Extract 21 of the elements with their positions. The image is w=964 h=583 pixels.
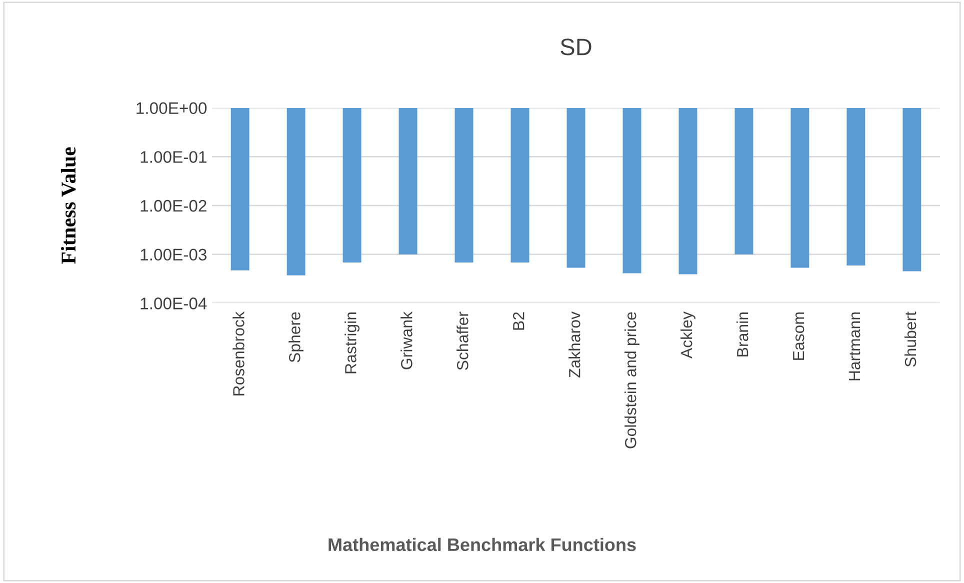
x-tick-label: Ackley (680, 312, 696, 359)
x-axis-title: Mathematical Benchmark Functions (328, 538, 636, 552)
y-tick-label: 1.00E-04 (140, 298, 207, 310)
x-tick-label: Shubert (904, 312, 916, 367)
x-tick-label: Rosenbrock (232, 311, 244, 396)
x-tick-label: Easom (793, 312, 804, 360)
chart-title: SD (560, 38, 592, 56)
y-axis-title: Fitness Value (60, 147, 76, 264)
x-tick-label: Hartmann (849, 312, 860, 380)
x-tick-label: Zakharov (568, 312, 580, 378)
y-tick-label: 1.00E+00 (136, 102, 207, 114)
x-tick-label: Griwank (400, 311, 412, 370)
x-tick-label: Rastrigin (344, 312, 360, 374)
y-tick-label: 1.00E-02 (140, 200, 206, 212)
y-tick-label: 1.00E-03 (140, 248, 206, 261)
y-tick-label: 1.00E-01 (140, 151, 206, 163)
x-tick-label: Goldstein and price (624, 312, 640, 448)
x-tick-label: Sphere (288, 312, 304, 362)
x-tick-label: Branin (736, 312, 748, 356)
x-tick-label: B2 (512, 312, 524, 330)
x-tick-label: Schaffer (456, 312, 468, 370)
